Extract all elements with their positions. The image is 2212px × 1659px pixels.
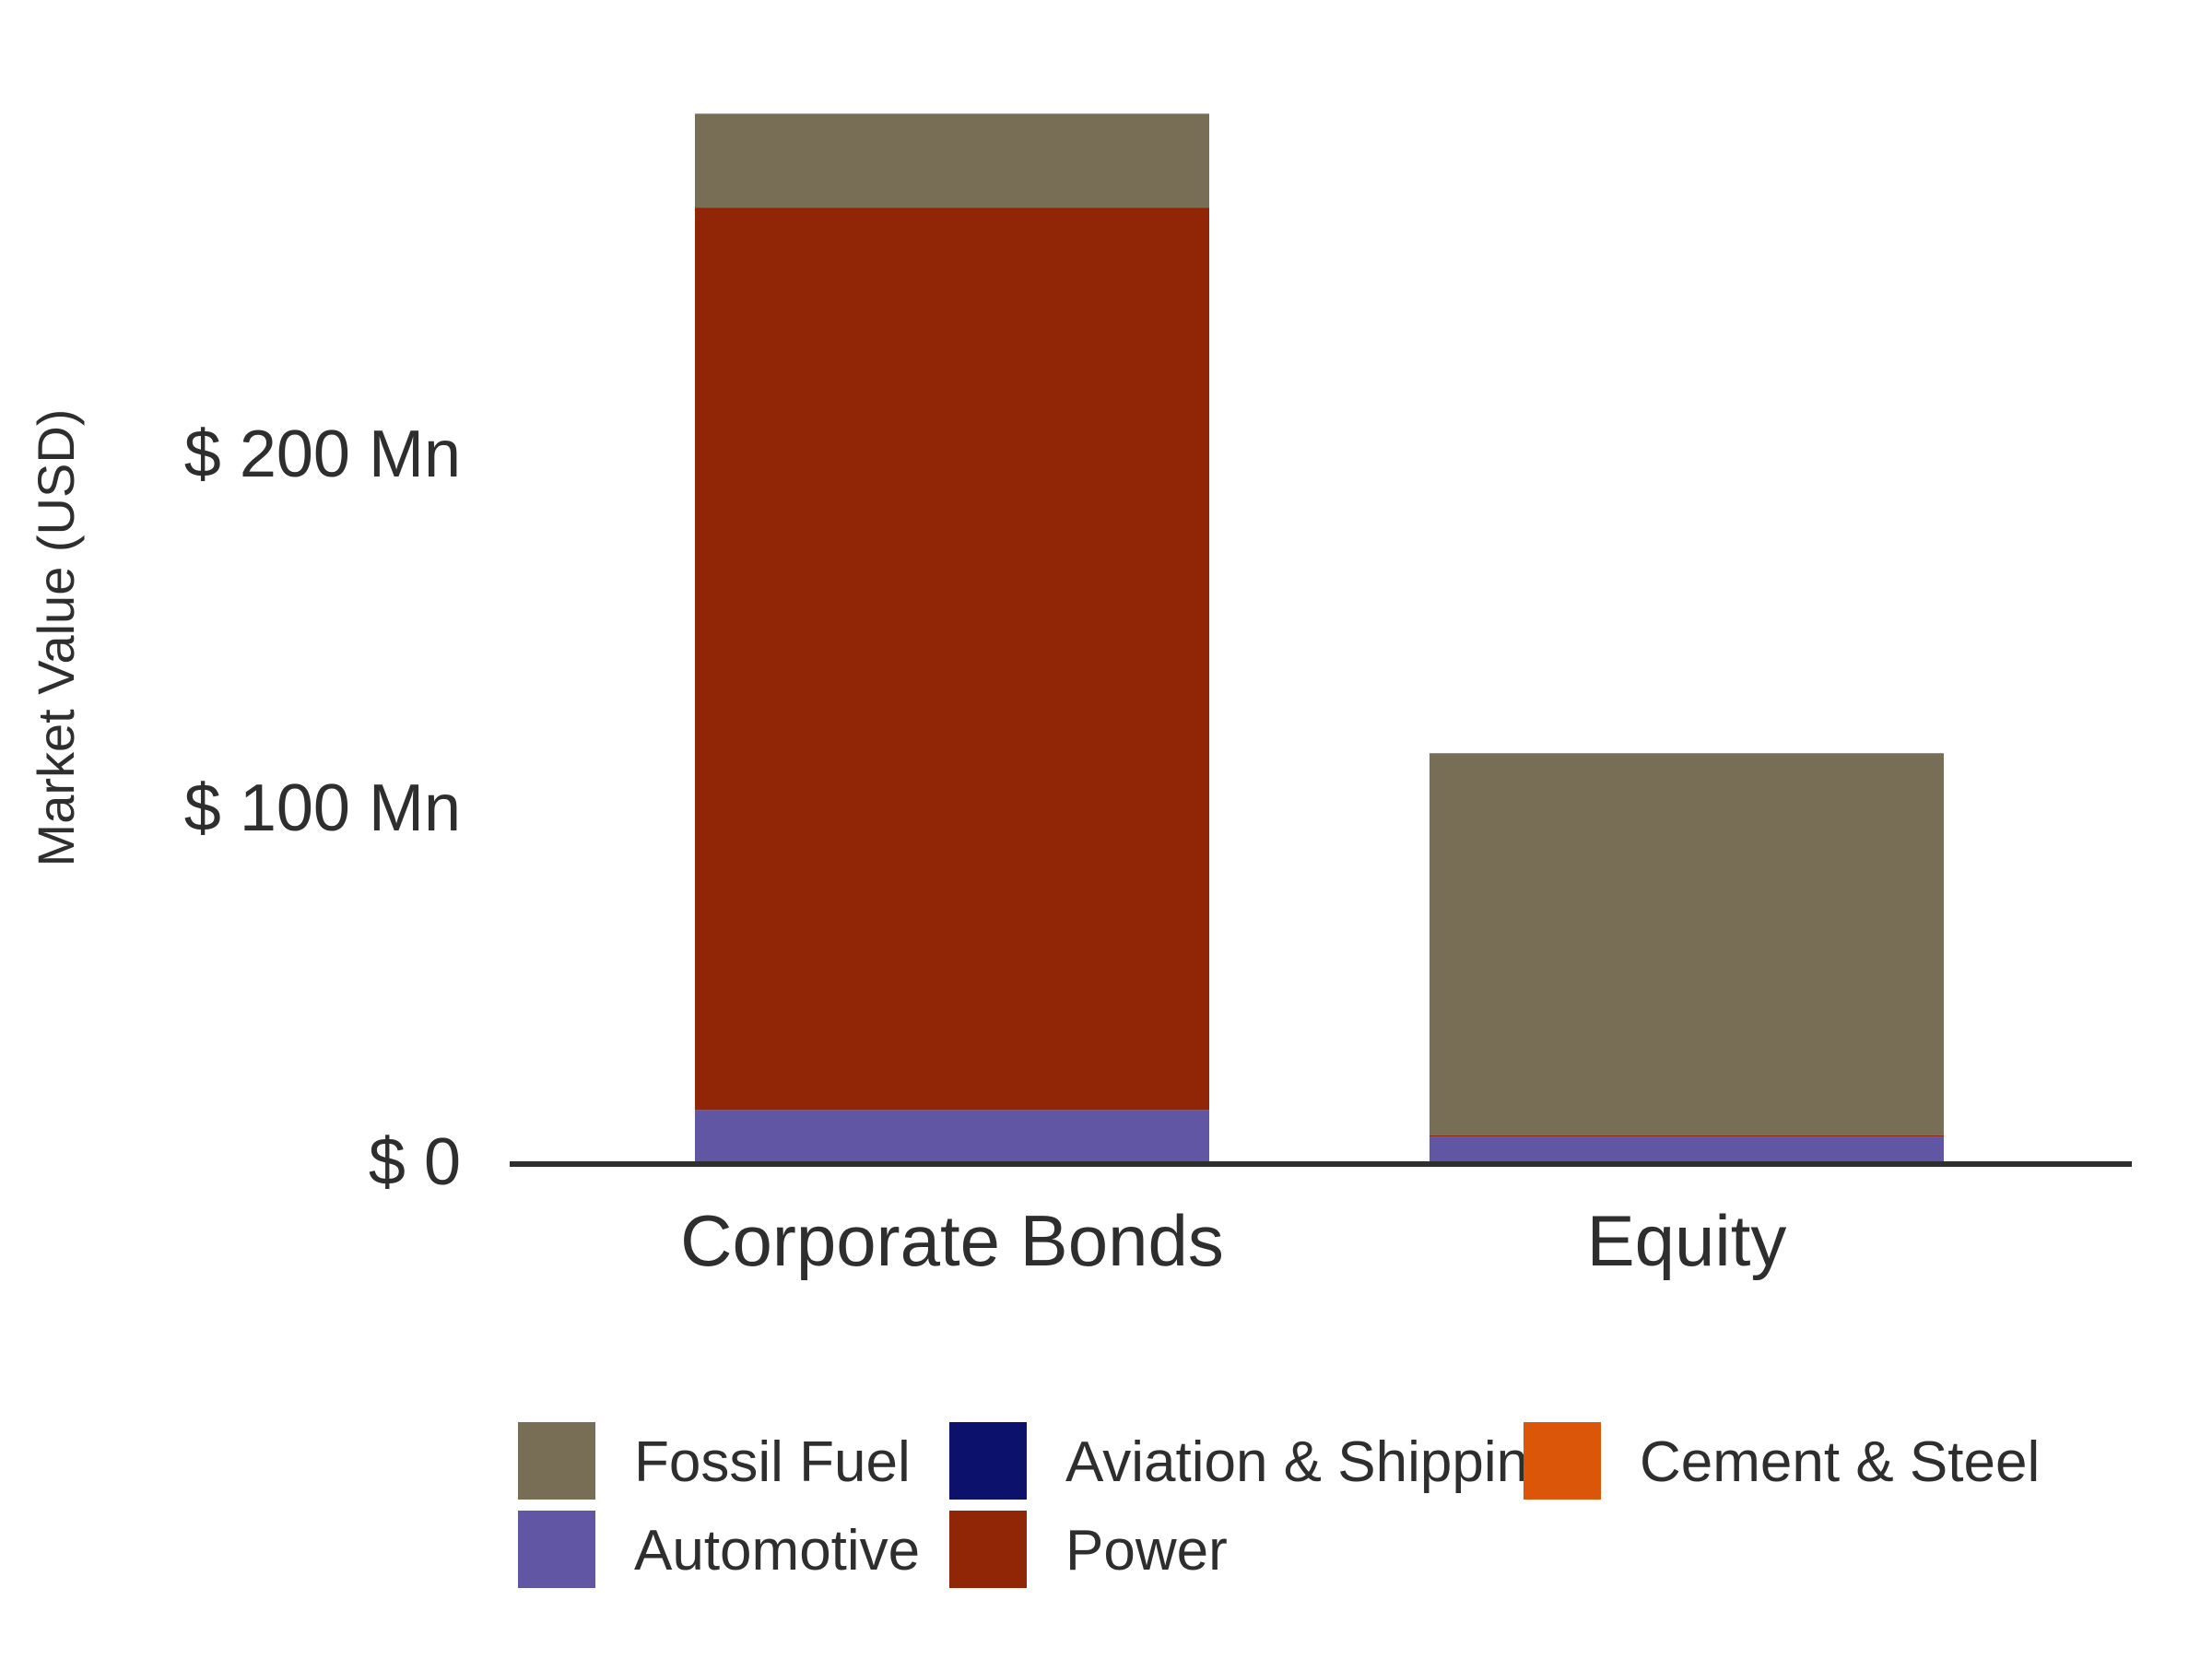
y-tick-labels: $ 0 $ 100 Mn $ 200 Mn [184,418,461,1199]
bar-segment-equity-automotive [1430,1136,1944,1161]
bar-segment-equity-power [1430,1135,1944,1137]
legend-swatch-aviation-and-shipping [949,1422,1027,1500]
y-tick-label: $ 200 Mn [184,418,461,491]
legend-swatch-automotive [518,1511,595,1588]
y-axis-title: Market Value (USD) [27,409,85,867]
legend-label-fossil-fuel: Fossil Fuel [634,1430,911,1494]
legend-item-aviation-and-shipping: Aviation & Shipping [949,1422,1560,1500]
bar-segments [695,113,1944,1161]
legend-label-automotive: Automotive [634,1519,920,1583]
legend-swatch-power [949,1511,1027,1588]
bar-segment-equity-fossil-fuel [1430,753,1944,1135]
x-tick-label-equity: Equity [1587,1200,1787,1281]
legend-label-aviation-and-shipping: Aviation & Shipping [1065,1430,1560,1494]
legend-label-power: Power [1065,1519,1228,1583]
legend-swatch-cement-and-steel [1524,1422,1601,1500]
y-tick-label: $ 100 Mn [184,771,461,845]
legend-item-fossil-fuel: Fossil Fuel [518,1422,911,1500]
bar-segment-corporate-bonds-automotive [695,1110,1209,1161]
x-tick-label-corporate-bonds: Corporate Bonds [680,1200,1224,1281]
legend-item-power: Power [949,1511,1228,1588]
legend: Fossil Fuel Automotive Aviation & Shipping… [518,1422,2040,1588]
legend-item-automotive: Automotive [518,1511,920,1588]
bar-segment-corporate-bonds-power [695,207,1209,1111]
legend-label-cement-and-steel: Cement & Steel [1640,1430,2040,1494]
y-tick-label: $ 0 [369,1125,461,1199]
category-labels: Corporate Bonds Equity [680,1200,1786,1281]
bar-segment-corporate-bonds-fossil-fuel [695,113,1209,208]
legend-swatch-fossil-fuel [518,1422,595,1500]
legend-item-cement-and-steel: Cement & Steel [1524,1422,2040,1500]
